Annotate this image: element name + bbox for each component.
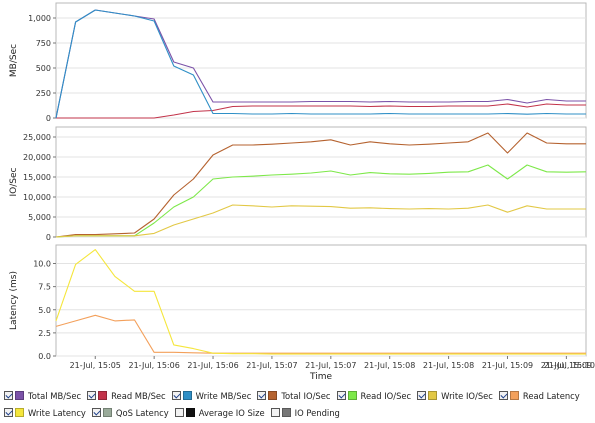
y-tick-label: 0 xyxy=(46,114,51,123)
x-tick-label: 21-Jul, 15:09 xyxy=(541,361,592,370)
legend-item-read-io-sec[interactable]: Read IO/Sec xyxy=(336,388,412,404)
legend-checkbox-read-mb-sec[interactable] xyxy=(87,391,97,400)
legend-label-average-io-size: Average IO Size xyxy=(198,407,265,418)
x-tick-label: 21-Jul, 15:09 xyxy=(482,361,533,370)
series-line-write-mb-sec xyxy=(55,9,586,119)
x-tick-label: 21-Jul, 15:08 xyxy=(423,361,474,370)
y-tick-label: 750 xyxy=(36,39,51,48)
legend-checkbox-qos-latency[interactable] xyxy=(91,408,101,417)
legend-row-2: Write Latency QoS Latency Average IO Size I… xyxy=(4,404,594,421)
plot-area xyxy=(55,126,587,238)
x-tick-label: 21-Jul, 15:10 xyxy=(544,361,595,370)
legend-item-write-io-sec[interactable]: Write IO/Sec xyxy=(417,388,493,404)
y-axis-title: MB/Sec xyxy=(9,44,19,77)
legend-swatch-write-mb-sec xyxy=(182,391,192,400)
plot-area xyxy=(55,244,587,357)
legend-label-io-pending: IO Pending xyxy=(294,407,340,418)
legend-checkbox-write-latency[interactable] xyxy=(4,408,13,417)
y-tick-label: 1,000 xyxy=(28,14,51,23)
legend-item-qos-latency[interactable]: QoS Latency xyxy=(91,405,169,421)
legend-checkbox-total-mb-sec[interactable] xyxy=(4,391,13,400)
y-axis-title: IO/Sec xyxy=(9,167,19,196)
legend-label-read-latency: Read Latency xyxy=(522,390,580,401)
y-tick-label: 10,000 xyxy=(23,193,51,202)
legend-swatch-read-io-sec xyxy=(347,391,357,400)
legend-item-io-pending[interactable]: IO Pending xyxy=(270,405,340,421)
y-tick-label: 0 xyxy=(46,233,51,242)
x-axis-title: Time xyxy=(309,372,332,382)
y-tick-label: 7.5 xyxy=(38,283,51,292)
y-tick-label: 0.0 xyxy=(38,352,51,361)
legend-item-read-mb-sec[interactable]: Read MB/Sec xyxy=(87,388,166,404)
series-line-total-io-sec xyxy=(55,132,586,238)
y-tick-label: 2.5 xyxy=(38,329,51,338)
x-tick-label: 21-Jul, 15:08 xyxy=(364,361,415,370)
legend-checkbox-read-latency[interactable] xyxy=(498,391,508,400)
series-line-write-latency xyxy=(55,249,586,355)
y-tick-label: 5.0 xyxy=(38,306,51,315)
x-tick-label: 21-Jul, 15:07 xyxy=(246,361,297,370)
series-line-total-mb-sec xyxy=(55,9,586,119)
series-line-write-io-sec xyxy=(55,204,586,238)
y-tick-label: 15,000 xyxy=(23,173,51,182)
legend-swatch-write-io-sec xyxy=(428,391,438,400)
legend-label-total-io-sec: Total IO/Sec xyxy=(281,390,331,401)
y-tick-label: 20,000 xyxy=(23,153,51,162)
y-tick-label: 5,000 xyxy=(28,213,51,222)
legend-item-total-io-sec[interactable]: Total IO/Sec xyxy=(257,388,331,404)
legend-checkbox-io-pending[interactable] xyxy=(270,408,280,417)
y-tick-label: 25,000 xyxy=(23,133,51,142)
legend-label-read-mb-sec: Read MB/Sec xyxy=(111,390,166,401)
legend-swatch-read-mb-sec xyxy=(98,391,108,400)
legend-swatch-total-mb-sec xyxy=(15,391,24,400)
series-line-read-mb-sec xyxy=(56,103,586,119)
x-tick-label: 21-Jul, 15:07 xyxy=(305,361,356,370)
legend-checkbox-write-mb-sec[interactable] xyxy=(171,391,181,400)
y-tick-label: 10.0 xyxy=(33,260,51,269)
series-line-read-latency xyxy=(55,314,586,354)
y-tick-label: 250 xyxy=(36,89,51,98)
legend-swatch-read-latency xyxy=(509,391,519,400)
legend-swatch-average-io-size xyxy=(185,408,195,417)
legend-label-write-mb-sec: Write MB/Sec xyxy=(195,390,252,401)
legend-row-1: Total MB/Sec Read MB/Sec Write MB/Sec Total… xyxy=(4,387,594,404)
chart-panel-2: 0 5,000 10,000 15,000 20,000 25,000 IO/Sec xyxy=(9,126,587,242)
legend-item-write-mb-sec[interactable]: Write MB/Sec xyxy=(171,388,252,404)
legend-item-read-latency[interactable]: Read Latency xyxy=(498,388,580,404)
chart-panel-1: 0 250 500 750 1,000 MB/Sec xyxy=(9,2,587,123)
legend-item-average-io-size[interactable]: Average IO Size xyxy=(174,405,265,421)
x-tick-label: 21-Jul, 15:06 xyxy=(187,361,238,370)
legend-label-write-latency: Write Latency xyxy=(28,407,86,418)
series-line-read-io-sec xyxy=(55,164,587,238)
legend-swatch-io-pending xyxy=(281,408,291,417)
legend-label-write-io-sec: Write IO/Sec xyxy=(441,390,493,401)
legend-item-write-latency[interactable]: Write Latency xyxy=(4,405,86,421)
legend-swatch-total-io-sec xyxy=(268,391,278,400)
x-tick-label: 21-Jul, 15:06 xyxy=(128,361,179,370)
x-tick-label: 21-Jul, 15:05 xyxy=(70,361,121,370)
legend-label-total-mb-sec: Total MB/Sec xyxy=(28,390,82,401)
y-axis-title: Latency (ms) xyxy=(9,271,19,330)
legend-checkbox-read-io-sec[interactable] xyxy=(336,391,346,400)
legend-item-total-mb-sec[interactable]: Total MB/Sec xyxy=(4,388,81,404)
legend: Total MB/Sec Read MB/Sec Write MB/Sec Total… xyxy=(4,387,594,421)
legend-checkbox-total-io-sec[interactable] xyxy=(257,391,267,400)
legend-label-read-io-sec: Read IO/Sec xyxy=(360,390,412,401)
legend-checkbox-average-io-size[interactable] xyxy=(174,408,184,417)
chart-panel-3: 0.0 2.5 5.0 7.5 10.0 Latency (ms) 21-Jul, 15:0… xyxy=(9,244,595,382)
legend-label-qos-latency: QoS Latency xyxy=(115,407,169,418)
legend-swatch-write-latency xyxy=(15,408,24,417)
legend-swatch-qos-latency xyxy=(102,408,112,417)
y-tick-label: 500 xyxy=(36,64,51,73)
plot-area xyxy=(55,2,587,119)
legend-checkbox-write-io-sec[interactable] xyxy=(417,391,427,400)
